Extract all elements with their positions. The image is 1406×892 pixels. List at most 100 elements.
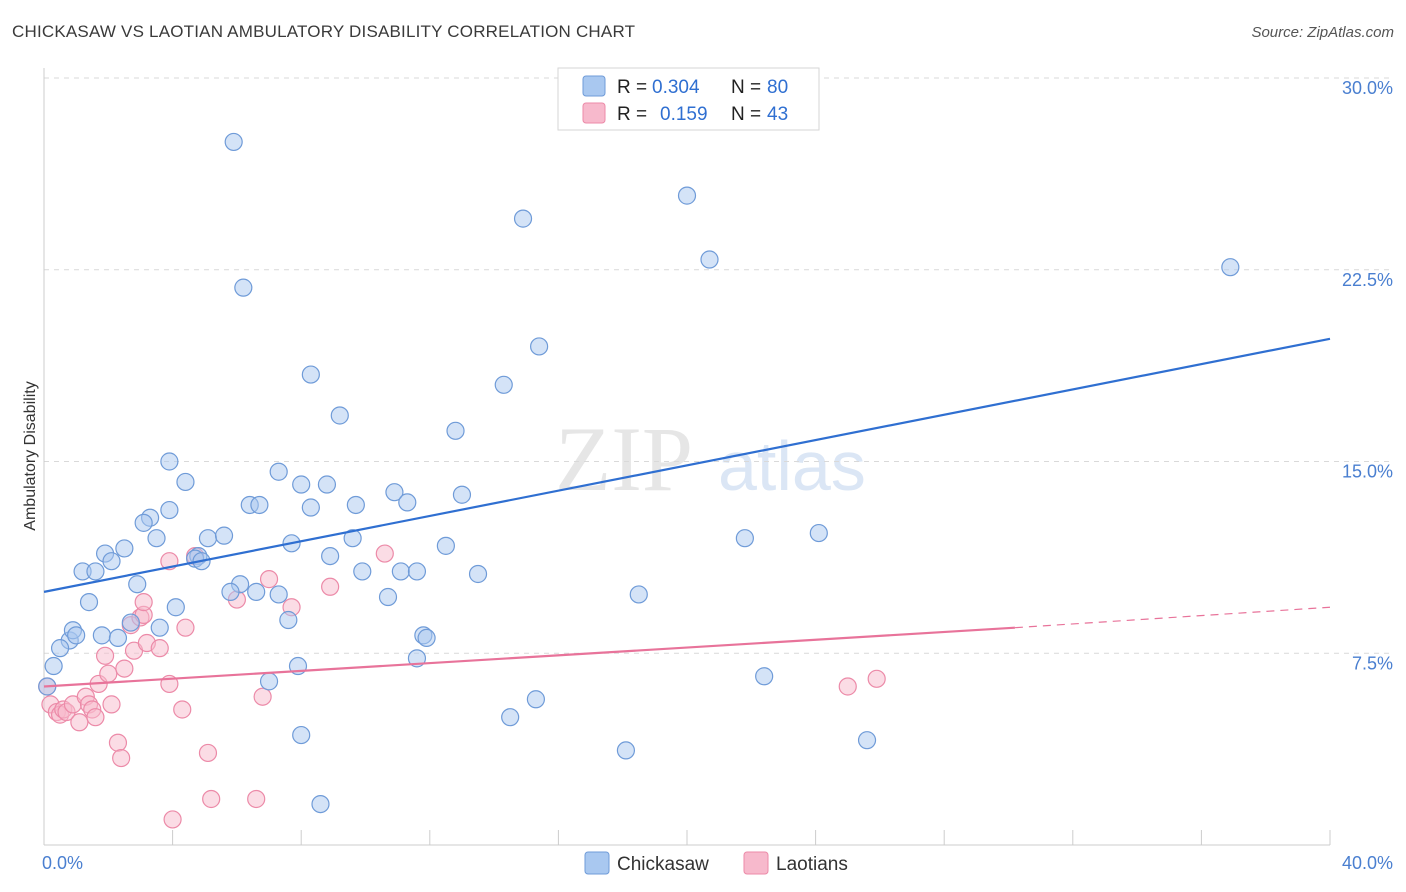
- chickasaw-point: [269, 585, 288, 604]
- chickasaw-point: [247, 582, 266, 601]
- chickasaw-point: [501, 708, 520, 727]
- chickasaw-point: [398, 493, 417, 512]
- laotian-point: [150, 639, 169, 658]
- chickasaw-point: [292, 475, 311, 494]
- chickasaw-point: [224, 132, 243, 152]
- chickasaw-point: [378, 587, 398, 607]
- watermark-zip: ZIP: [555, 408, 693, 510]
- chickasaw-point: [311, 794, 330, 814]
- bottom-legend: Chickasaw Laotians: [584, 851, 848, 875]
- laotian-point: [102, 695, 121, 714]
- x-tick-label-min: 0.0%: [42, 853, 83, 873]
- laotian-point: [115, 659, 134, 678]
- y-axis-label: Ambulatory Disability: [22, 381, 39, 530]
- chickasaw-point: [166, 598, 185, 617]
- chickasaw-point: [292, 725, 311, 745]
- laotian-point: [163, 810, 182, 829]
- chickasaw-point: [79, 593, 99, 612]
- laotian-point: [202, 789, 221, 809]
- chickasaw-point: [221, 582, 240, 601]
- top-legend: R = 0.304 N = 80 R = 0.159 N = 43: [557, 67, 820, 131]
- laotian-point: [112, 748, 131, 768]
- chickasaw-point: [513, 209, 533, 228]
- legend-n-label-1: N =: [731, 77, 761, 98]
- chickasaw-point: [198, 529, 218, 548]
- laotian-point: [99, 664, 118, 683]
- laotian-point: [70, 713, 89, 732]
- laotian-point: [134, 593, 153, 612]
- watermark-atlas: atlas: [718, 427, 866, 505]
- chickasaw-point: [385, 483, 404, 502]
- chickasaw-point: [317, 475, 337, 494]
- chickasaw-point: [526, 690, 545, 709]
- chickasaw-point: [677, 186, 697, 205]
- laotian-point: [173, 700, 192, 719]
- chickasaw-point: [857, 731, 877, 750]
- chickasaw-point: [134, 513, 153, 532]
- chickasaw-point: [446, 421, 465, 440]
- laotian-point: [86, 708, 105, 727]
- chickasaw-trend-line: [43, 337, 1331, 593]
- laotian-point: [321, 577, 340, 596]
- laotian-trend-line: [43, 626, 1015, 688]
- chickasaw-point: [407, 562, 427, 581]
- chickasaw-point: [809, 523, 828, 543]
- chickasaw-point: [160, 452, 179, 471]
- chickasaw-point: [121, 613, 140, 632]
- chickasaw-point: [735, 529, 754, 548]
- y-tick-label: 7.5%: [1352, 653, 1393, 673]
- chickasaw-point: [1221, 258, 1240, 277]
- bottom-legend-swatch-chickasaw: [584, 851, 610, 875]
- chickasaw-point: [417, 628, 436, 648]
- laotian-point: [95, 646, 115, 665]
- laotian-point: [176, 618, 195, 637]
- chickasaw-point: [269, 462, 288, 481]
- chickasaw-point: [530, 337, 549, 356]
- legend-n-label-2: N =: [731, 104, 761, 125]
- chickasaw-point: [468, 564, 488, 584]
- legend-swatch-chickasaw: [582, 75, 606, 97]
- chickasaw-point: [616, 741, 636, 760]
- chickasaw-point: [214, 526, 234, 545]
- x-tick-label-max: 40.0%: [1342, 853, 1393, 873]
- chickasaw-point: [330, 406, 349, 425]
- chickasaw-point: [176, 472, 195, 492]
- bottom-legend-label-laotian: Laotians: [776, 854, 848, 875]
- source-label: Source: ZipAtlas.com: [1251, 24, 1394, 41]
- x-tick-marks: [43, 830, 1331, 845]
- y-tick-label: 30.0%: [1342, 78, 1393, 98]
- y-tick-label: 22.5%: [1342, 270, 1393, 290]
- chickasaw-point: [343, 529, 362, 548]
- legend-r-value-2: 0.159: [660, 104, 708, 125]
- bottom-legend-label-chickasaw: Chickasaw: [617, 854, 709, 875]
- legend-r-value-1: 0.304: [652, 77, 700, 98]
- chickasaw-point: [391, 562, 410, 581]
- trend-lines: [43, 337, 1331, 688]
- legend-n-value-2: 43: [767, 104, 788, 125]
- chickasaw-point: [259, 672, 279, 691]
- laotian-point: [247, 789, 266, 809]
- legend-r-label-1: R =: [617, 77, 647, 98]
- chickasaw-point: [494, 375, 513, 394]
- chickasaw-point: [279, 610, 298, 630]
- laotian-point: [838, 677, 857, 696]
- laotian-trend-line-extension: [1014, 606, 1331, 629]
- chickasaw-point: [629, 585, 648, 604]
- chickasaw-point: [346, 495, 365, 515]
- chickasaw-point: [301, 498, 320, 517]
- chickasaw-point: [102, 552, 121, 571]
- laotian-point: [253, 687, 272, 706]
- chickasaw-point: [44, 656, 63, 676]
- laotian-point: [375, 544, 394, 563]
- legend-r-label-2: R =: [617, 104, 647, 125]
- chickasaw-point: [115, 539, 134, 558]
- laotian-point: [108, 733, 128, 752]
- chickasaw-point: [150, 618, 169, 637]
- chickasaw-point: [92, 626, 111, 645]
- legend-swatch-laotian: [582, 102, 606, 124]
- chickasaw-point: [301, 365, 320, 384]
- chickasaw-point: [67, 626, 86, 645]
- chickasaw-point: [234, 278, 253, 297]
- y-tick-label: 15.0%: [1342, 462, 1393, 482]
- laotian-point: [198, 743, 218, 763]
